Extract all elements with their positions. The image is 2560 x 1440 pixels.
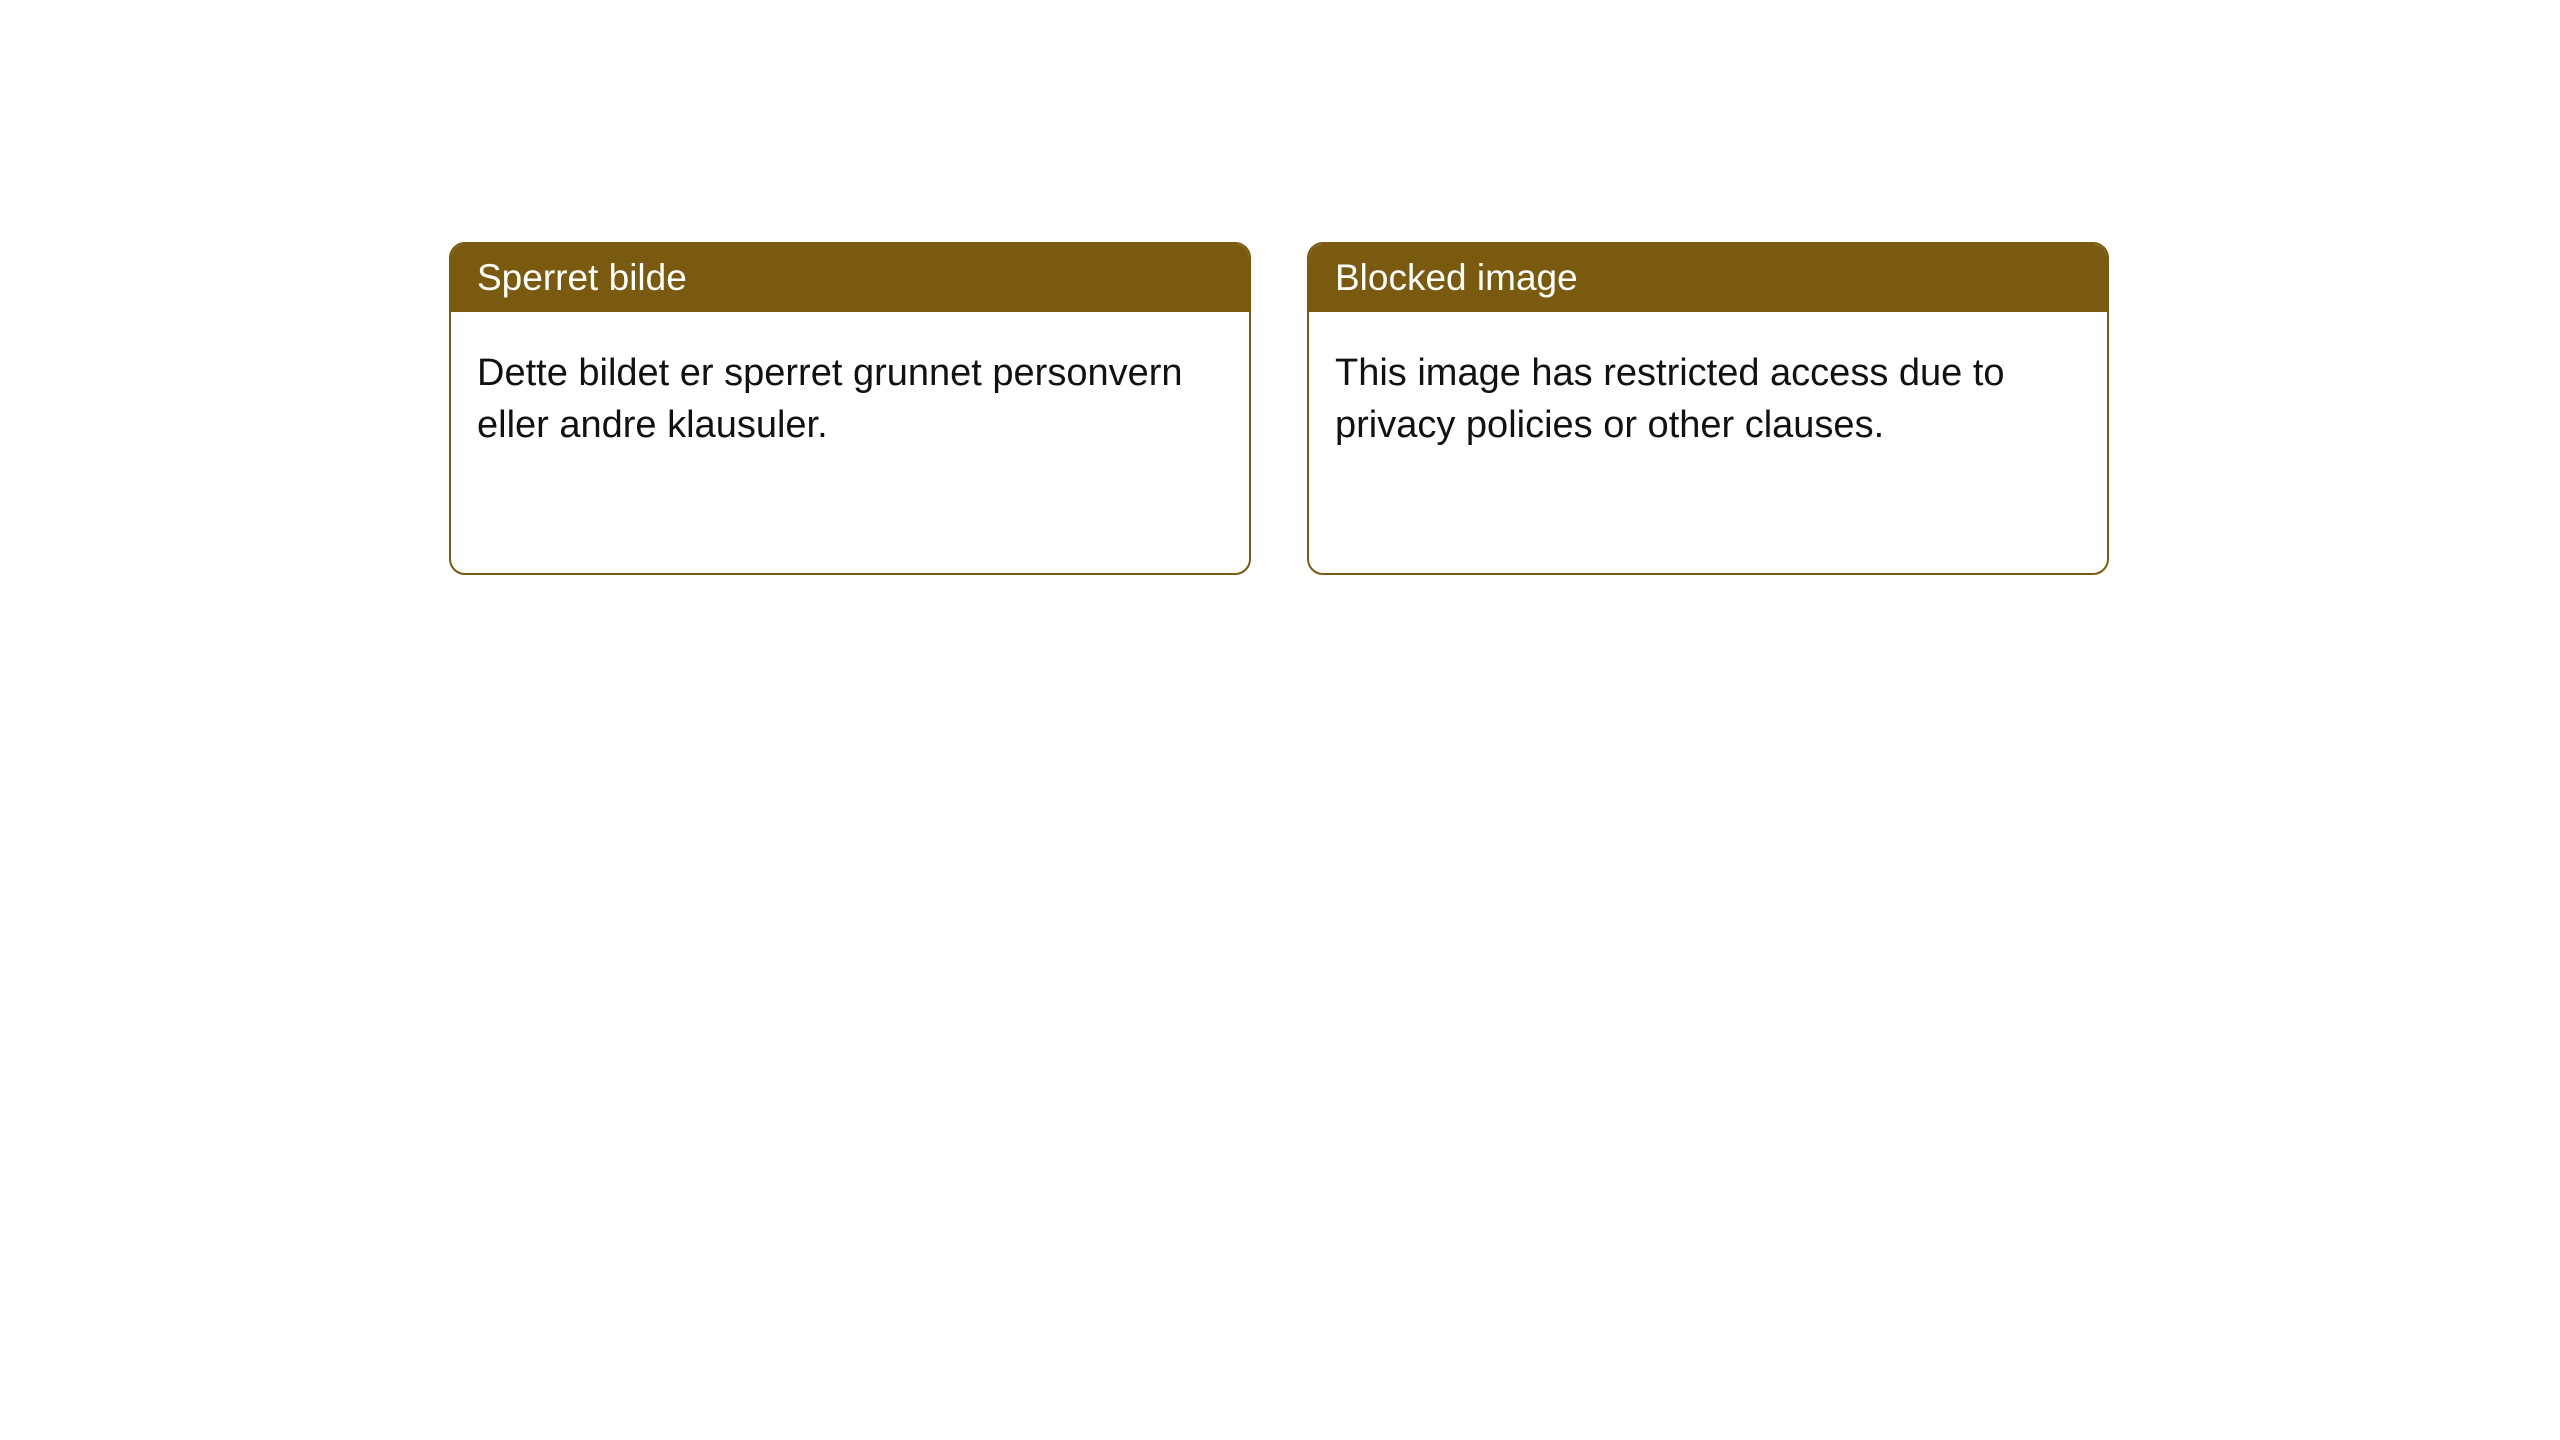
notice-header: Sperret bilde: [451, 244, 1249, 312]
notice-card-norwegian: Sperret bilde Dette bildet er sperret gr…: [449, 242, 1251, 575]
notice-card-english: Blocked image This image has restricted …: [1307, 242, 2109, 575]
notice-header: Blocked image: [1309, 244, 2107, 312]
notice-body: Dette bildet er sperret grunnet personve…: [451, 312, 1249, 487]
notice-body: This image has restricted access due to …: [1309, 312, 2107, 487]
notice-container: Sperret bilde Dette bildet er sperret gr…: [0, 0, 2560, 575]
